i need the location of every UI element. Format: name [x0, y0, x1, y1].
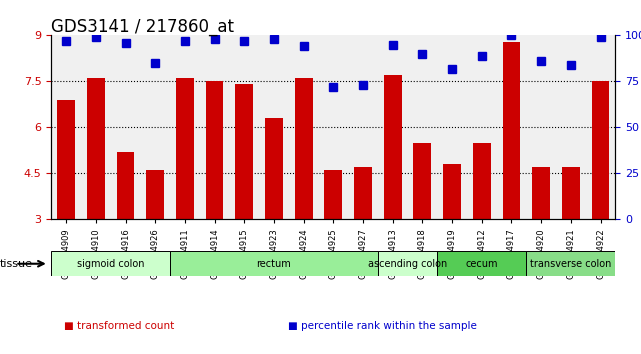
Bar — [235, 85, 253, 312]
Text: cecum: cecum — [465, 259, 498, 269]
Bar — [503, 41, 520, 312]
Bar — [413, 143, 431, 312]
FancyBboxPatch shape — [437, 251, 526, 276]
Text: ■ percentile rank within the sample: ■ percentile rank within the sample — [288, 321, 478, 331]
Bar — [354, 167, 372, 312]
Bar — [295, 78, 313, 312]
Text: transverse colon: transverse colon — [530, 259, 612, 269]
Bar — [562, 167, 579, 312]
Text: rectum: rectum — [256, 259, 291, 269]
Bar — [146, 170, 164, 312]
FancyBboxPatch shape — [378, 251, 437, 276]
Text: ■ transformed count: ■ transformed count — [64, 321, 174, 331]
Text: GDS3141 / 217860_at: GDS3141 / 217860_at — [51, 18, 234, 36]
Bar — [117, 152, 135, 312]
FancyBboxPatch shape — [51, 251, 170, 276]
Bar — [265, 118, 283, 312]
Bar — [176, 78, 194, 312]
Text: ascending colon: ascending colon — [368, 259, 447, 269]
Bar — [592, 81, 610, 312]
Bar — [532, 167, 550, 312]
Bar — [206, 81, 224, 312]
Text: sigmoid colon: sigmoid colon — [77, 259, 144, 269]
Bar — [473, 143, 490, 312]
Bar — [443, 164, 461, 312]
Text: tissue: tissue — [0, 259, 33, 269]
Bar — [87, 78, 104, 312]
FancyBboxPatch shape — [526, 251, 615, 276]
Bar — [324, 170, 342, 312]
Bar — [384, 75, 402, 312]
FancyBboxPatch shape — [170, 251, 378, 276]
Bar — [57, 100, 75, 312]
